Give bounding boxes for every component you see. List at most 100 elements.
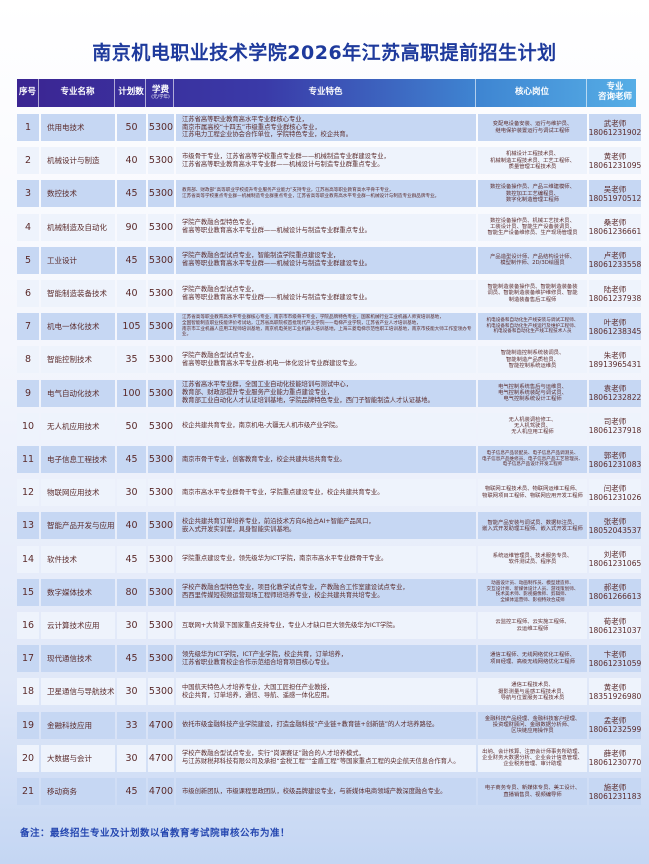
- teacher-phone: 18351926980: [588, 691, 642, 701]
- feature-line: 市级创新团队，市级课程思政团队，校级品牌建设专业，与新媒体电商领域产教深度融合专…: [182, 787, 447, 795]
- position-line: 企业财务大数据分析、企业会计信息管理、: [482, 755, 583, 762]
- row-number: 7: [17, 313, 39, 341]
- feature-line: 南京市骨干专业，创客教育专业，校企共建共培共育专业。: [182, 455, 346, 463]
- position-line: 电气控制系统设计工程师: [503, 396, 562, 403]
- consult-teacher: 武老师 18061231902: [589, 114, 641, 141]
- row-number: 12: [17, 479, 39, 507]
- position-line: 通信工程技术员、: [511, 682, 554, 689]
- major-features: 市级骨干专业，江苏省高等学校重点专业群——机械制造专业群建设专业， 江苏省高等职业…: [176, 147, 476, 175]
- teacher-name: 郭老师: [603, 450, 627, 460]
- major-name: 电气自动化技术: [41, 379, 115, 407]
- major-name: 机电一体化技术: [41, 313, 115, 341]
- position-line: 系统运维管理员、技术服务专员、: [492, 552, 573, 559]
- position-line: 物联网项目工程师、物联网应用开发工程师: [482, 492, 583, 499]
- feature-line: 江苏省高等职业教育高水平专业群核心专业，: [182, 115, 308, 123]
- position-line: 电气控制系统售后与运维员、: [498, 383, 567, 390]
- feature-line: 省高等职业教育高水平专业群——机械设计与制造专业群重点专业。: [182, 227, 371, 235]
- feature-line: 南京市高水平专业群骨干专业，学院重点建设专业，校企共建共育专业。: [182, 488, 384, 496]
- feature-line: 江苏省高水平专业群，全国工业自动化技能培训与测试中心，: [182, 381, 353, 389]
- core-positions: 电气控制系统售后与运维员、 电气控制系统装配与调试员、 电气控制系统设计工程师: [478, 379, 587, 407]
- plan-count: 105: [117, 313, 146, 341]
- position-line: 机械设计工程技术员、: [506, 151, 559, 158]
- position-line: 智能制造产品质检员、: [506, 356, 559, 363]
- plan-count: 30: [117, 678, 146, 706]
- feature-line: 江苏省高等职业教育高水平专业群核心专业，南京市市级骨干专业，学院品牌特色专业，国…: [182, 315, 444, 321]
- teacher-phone: 18052043537: [588, 525, 642, 535]
- position-line: 金融科技产品经理、金融科技客户经理、: [484, 715, 581, 722]
- teacher-phone: 18051970512: [588, 193, 642, 203]
- core-positions: 机械设计工程技术员、 机械制造工程技术员、工艺工程师、 质量管理工程技术员: [478, 147, 587, 175]
- position-line: 直播销售员、视频编导师: [503, 791, 562, 798]
- core-positions: 电子商务专员、新媒体专员、美工设计、 直播销售员、视频编导师: [478, 778, 587, 805]
- header-name: 专业名称: [41, 79, 115, 107]
- plan-count: 90: [117, 213, 146, 241]
- table-row: 4 机械制造及自动化 90 5300 学院产教融合型特色专业， 省高等职业教育高水平专业群…: [17, 213, 641, 241]
- position-line: 智能控制系统运维员: [508, 363, 557, 370]
- major-name: 软件技术: [41, 545, 115, 573]
- major-features: 学院产教融合型试点专业， 省高等职业教育高水平专业群——机械设计与制造专业群建设专…: [176, 280, 476, 307]
- plan-count: 50: [117, 412, 146, 440]
- tuition-fee: 5300: [148, 412, 174, 440]
- plan-count: 40: [117, 280, 146, 307]
- tuition-fee: 5300: [148, 147, 174, 175]
- major-name: 数字媒体技术: [41, 578, 115, 606]
- tuition-fee: 4700: [148, 778, 174, 805]
- position-line: 动画设计员、动画制作员、模型建造师、: [491, 581, 574, 587]
- table-row: 15 数字媒体技术 80 5300 学校产教融合型特色专业，项目化教学试点专业，产教融合…: [17, 578, 641, 606]
- major-name: 机械设计与制造: [41, 147, 115, 175]
- plan-count: 35: [117, 346, 146, 374]
- table-row: 16 云计算技术应用 30 5300 互联网+大背景下国家重点支持专业，专业人才缺口巨大…: [17, 612, 641, 639]
- feature-line: 学院产教融合型试点专业，智能制造学院重点建设专业，: [182, 252, 340, 260]
- core-positions: 金融科技产品经理、金融科技客户经理、 投资理财顾问、金融数据分析师、 区块链应用操作…: [478, 711, 587, 739]
- header-plan: 计划数: [117, 79, 146, 107]
- teacher-phone: 18061231083: [588, 459, 642, 469]
- header-teacher: 专业 咨询老师: [589, 79, 641, 107]
- feature-line: 校企共育，订单培养，通信、导航、遥感一体化应用。: [182, 691, 334, 699]
- position-line: 电子商务专员、新媒体专员、美工设计、: [484, 785, 581, 792]
- teacher-phone: 18061231026: [588, 492, 642, 502]
- tuition-fee: 5300: [148, 313, 174, 341]
- position-line: 区块链应用操作员: [511, 728, 554, 735]
- teacher-phone: 18061231037: [588, 625, 642, 635]
- teacher-name: 司老师: [603, 417, 627, 427]
- feature-line: 江苏省职业教育校企合作示范组合培育项目核心专业。: [182, 658, 334, 666]
- feature-line: 互联网+大背景下国家重点支持专业，专业人才缺口巨大领先级华为ICT学院。: [182, 621, 399, 629]
- table-row: 13 智能产品开发与应用 40 5300 校企共建共育订单培养专业，前沿技术方向&抢占A…: [17, 512, 641, 540]
- major-features: 互联网+大背景下国家重点支持专业，专业人才缺口巨大领先级华为ICT学院。: [176, 612, 476, 639]
- consult-teacher: 叶老师 18061238345: [588, 313, 642, 341]
- major-name: 大数据与会计: [41, 744, 115, 772]
- plan-count: 45: [117, 446, 146, 473]
- plan-count: 45: [117, 180, 146, 208]
- core-positions: 无人机装调检修工、 无人机驾驶员、 无人机应用工程师: [478, 412, 587, 440]
- feature-line: 与江苏财税邦科技有限公司及承担“金税工程”“金盾工程”等国家重点工程的央企航天信…: [182, 758, 460, 766]
- major-features: 市级创新团队，市级课程思政团队，校级品牌建设专业，与新媒体电商领域产教深度融合专…: [176, 778, 476, 805]
- row-number: 17: [17, 645, 39, 673]
- tuition-fee: 5300: [148, 280, 174, 307]
- consult-teacher: 郝老师 18061266613: [589, 578, 641, 606]
- teacher-name: 朱老师: [603, 350, 627, 360]
- major-name: 云计算技术应用: [41, 612, 115, 639]
- teacher-phone: 18061238345: [588, 326, 642, 336]
- plan-count: 40: [117, 512, 146, 540]
- feature-line: 省高等职业教育高水平专业群——机械设计与制造专业群建设专业。: [182, 260, 371, 268]
- plan-count: 30: [117, 479, 146, 507]
- table-row: 5 工业设计 45 5300 学院产教融合型试点专业，智能制造学院重点建设专业， 省高等职…: [17, 246, 641, 274]
- position-line: 导航与位置服务工程技术员: [500, 695, 565, 702]
- position-line: 数控加工工艺编程员、: [506, 190, 559, 197]
- row-number: 9: [17, 379, 39, 407]
- position-line: 机电设备和自动化生产线运行及维护工程师、: [486, 323, 579, 329]
- position-line: 无人机驾驶员、: [513, 423, 552, 430]
- tuition-fee: 5300: [148, 545, 174, 573]
- feature-line: 学院产教融合型试点专业，: [182, 352, 258, 360]
- consult-teacher: 吴老师 18051970512: [588, 180, 642, 208]
- tuition-fee: 5300: [148, 446, 174, 473]
- teacher-name: 施老师: [603, 782, 627, 792]
- teacher-phone: 18061233558: [588, 260, 642, 270]
- position-line: 嵌入式开发助理工程师、嵌入式开发工程师: [482, 525, 583, 532]
- feature-line: 江苏省高等职业教育高水平专业群——机械设计与制造专业群重点专业。: [182, 160, 384, 168]
- position-line: 企业税务管理、审计助理: [503, 761, 562, 768]
- position-line: 电气控制系统装配与调试员、: [498, 389, 567, 396]
- plan-count: 45: [117, 645, 146, 673]
- footnote: 备注：最终招生专业及计划数以省教育考试院审核公布为准！: [20, 828, 291, 839]
- feature-line: 学院重点建设专业，领先级华为ICT学院，南京市高水平专业群骨干专业。: [182, 555, 388, 563]
